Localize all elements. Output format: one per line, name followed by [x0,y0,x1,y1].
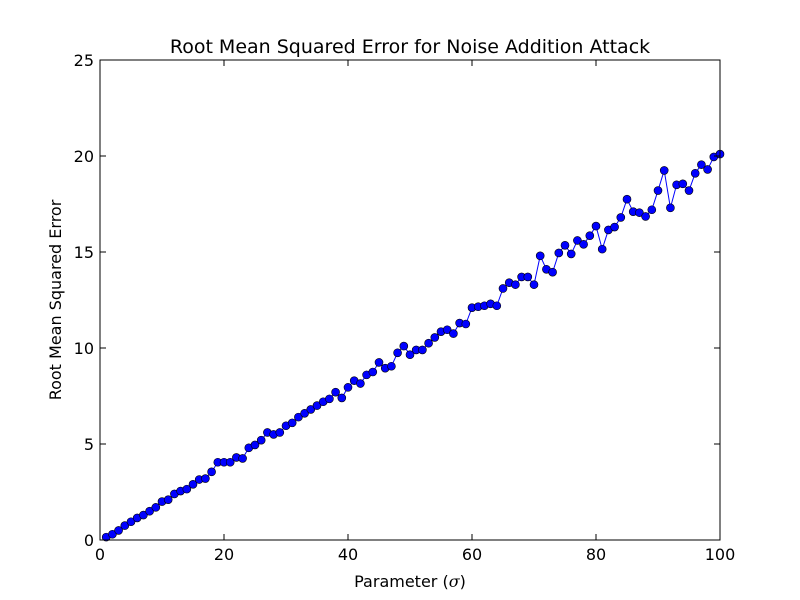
y-axis-label: Root Mean Squared Error [46,199,65,400]
data-point [442,325,452,335]
data-point [659,166,669,175]
data-point [405,350,415,360]
data-point [120,521,130,530]
x-tick-label: 20 [214,545,234,564]
data-point [430,333,440,342]
data-point [424,338,433,348]
data-point [684,186,694,195]
data-point [641,212,650,221]
data-point [139,510,148,520]
data-point [697,160,706,169]
x-axis-label-prefix: Parameter ( [354,572,449,591]
chart-title: Root Mean Squared Error for Noise Additi… [170,36,650,58]
data-point [368,367,378,377]
data-point [163,495,173,504]
data-point [225,457,235,467]
plot-frame [99,59,721,541]
x-axis-label-symbol: σ [449,572,461,591]
x-tick-label: 60 [462,545,482,564]
data-point [703,165,712,174]
data-point [666,203,675,213]
data-point [393,348,402,358]
data-point [591,221,601,231]
data-point [449,329,458,338]
data-point [207,467,216,477]
x-axis-label: Parameter (σ) [354,572,466,591]
data-point [529,280,539,289]
y-tick-label: 25 [74,51,94,70]
x-axis-label-suffix: ) [460,572,466,591]
data-point [250,440,260,450]
data-point [616,213,626,222]
data-point [182,484,192,494]
y-tick-label: 10 [74,339,94,358]
y-tick-label: 0 [84,531,94,550]
data-point [387,361,396,371]
data-point [653,186,663,195]
data-point [585,231,595,240]
x-tick-label: 100 [705,545,736,564]
data-point [256,435,266,445]
y-tick-label: 5 [84,435,94,454]
plot-marks [101,149,725,542]
data-point [573,236,582,245]
data-point [492,301,502,311]
data-point [548,267,557,277]
data-point [647,205,657,215]
x-tick-label: 80 [586,545,606,564]
y-tick-label: 15 [74,243,94,262]
data-point [306,405,316,414]
data-point [560,240,570,250]
data-point [331,387,340,397]
data-point [523,272,533,282]
data-point [325,394,334,404]
x-tick-label: 0 [95,545,105,564]
data-point [114,526,123,535]
data-point [610,222,619,232]
data-point [535,251,545,261]
data-point [566,249,576,259]
data-point [622,194,632,204]
data-point [294,412,303,422]
data-point [461,319,471,329]
data-point [151,503,161,512]
x-tick-label: 40 [338,545,358,564]
y-tick-label: 20 [74,147,94,166]
data-point [275,428,285,437]
data-point [312,401,322,410]
data-point [511,280,520,289]
data-point [343,383,353,392]
data-point [690,168,700,178]
data-point [554,248,564,258]
data-point [498,284,508,293]
axis-ticks: 0 20 40 60 80 100 0 5 10 15 20 25 [74,51,736,564]
data-point [300,408,309,418]
data-point [678,179,688,189]
data-point [126,517,136,527]
data-point [238,454,247,463]
data-point [188,480,198,489]
data-point [399,341,409,351]
data-point [635,208,644,217]
data-point [287,418,297,428]
data-point [597,244,607,254]
data-point [579,240,588,249]
data-point [108,529,117,539]
data-point [145,506,154,516]
data-point [201,474,210,483]
data-point [356,379,365,388]
data-point [337,393,347,403]
data-point [374,358,384,367]
data-point [418,345,427,355]
